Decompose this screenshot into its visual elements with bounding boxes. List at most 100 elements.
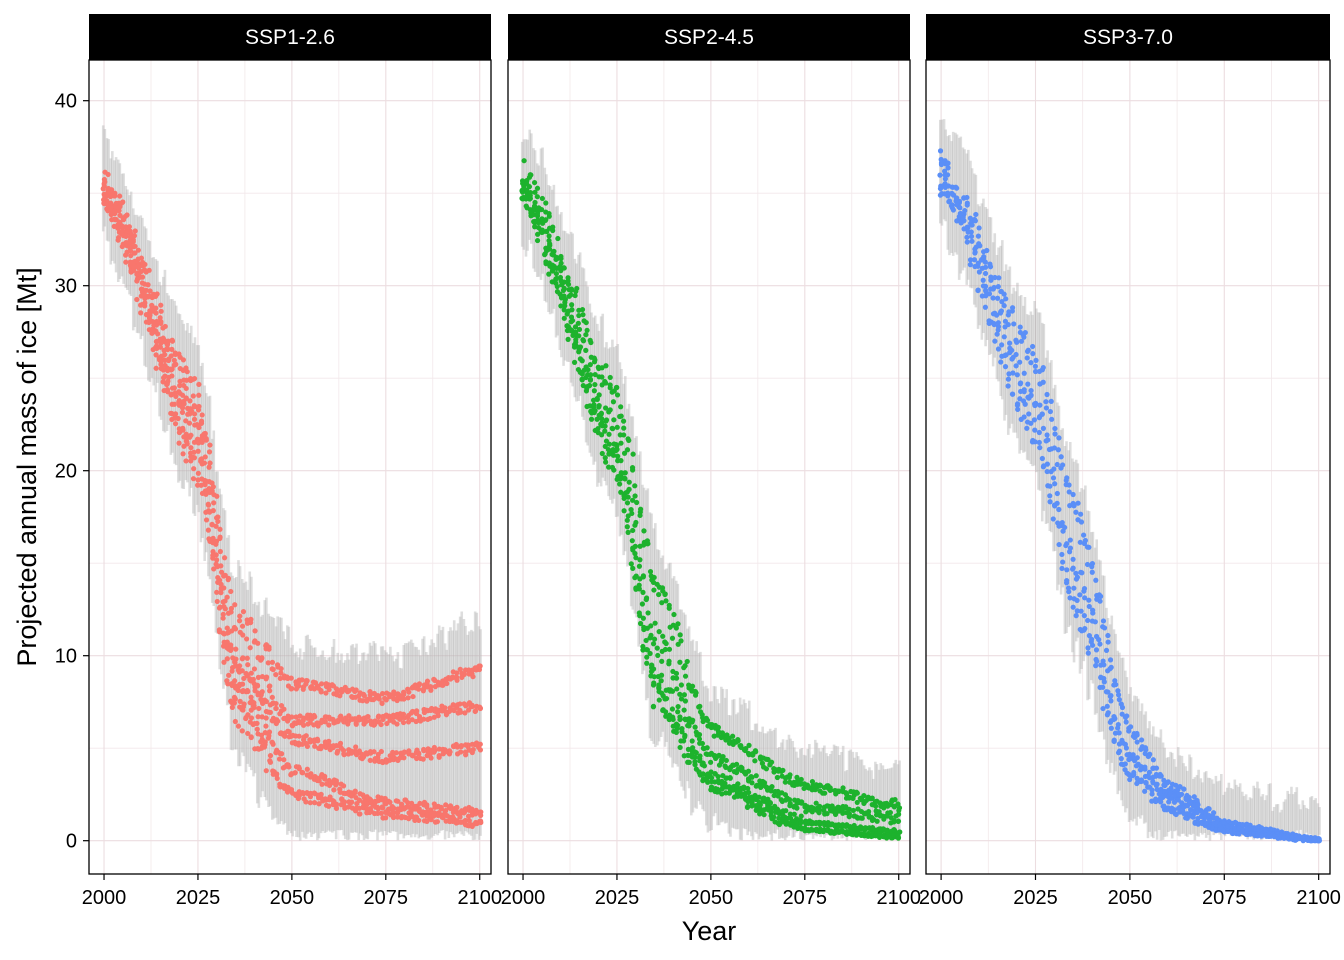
data-point xyxy=(119,231,125,237)
data-point xyxy=(1143,780,1149,786)
data-point xyxy=(969,238,975,244)
data-point xyxy=(644,654,650,660)
data-point xyxy=(673,670,680,677)
data-point xyxy=(607,374,613,381)
data-point xyxy=(570,332,576,339)
data-point xyxy=(224,594,230,600)
data-point xyxy=(237,681,243,687)
data-point xyxy=(1048,398,1054,404)
data-point xyxy=(1142,745,1149,751)
data-point xyxy=(322,719,328,725)
data-point xyxy=(224,625,230,631)
data-point xyxy=(571,344,578,350)
data-point xyxy=(962,208,968,214)
data-point xyxy=(428,755,434,761)
data-point xyxy=(1026,411,1032,417)
data-point xyxy=(748,773,754,780)
data-point xyxy=(354,801,360,807)
data-point xyxy=(938,161,945,168)
data-point xyxy=(217,548,223,555)
data-point xyxy=(662,591,668,597)
data-point xyxy=(708,784,715,790)
data-point xyxy=(883,800,890,806)
data-point xyxy=(1111,713,1117,720)
data-point xyxy=(235,723,242,729)
data-point xyxy=(105,208,111,214)
data-point xyxy=(231,694,238,700)
x-tick-label: 2100 xyxy=(457,887,502,909)
data-point xyxy=(708,769,714,775)
data-point xyxy=(228,605,234,612)
data-point xyxy=(895,801,901,807)
data-point xyxy=(528,172,534,178)
data-point xyxy=(177,378,183,384)
data-point xyxy=(1112,730,1119,736)
data-point xyxy=(149,304,155,310)
data-point xyxy=(237,613,243,619)
data-point xyxy=(134,278,140,284)
data-point xyxy=(605,446,612,453)
data-point xyxy=(610,399,617,405)
data-point xyxy=(1078,608,1084,614)
data-point xyxy=(967,261,973,268)
data-point xyxy=(391,691,397,697)
data-point xyxy=(719,757,725,763)
data-point xyxy=(232,602,238,608)
data-point xyxy=(340,783,347,789)
data-point xyxy=(576,326,583,333)
data-point xyxy=(681,665,687,671)
data-point xyxy=(239,707,245,713)
data-point xyxy=(214,598,220,605)
data-point xyxy=(1077,539,1083,545)
data-point xyxy=(746,789,752,796)
data-point xyxy=(799,799,805,805)
data-point xyxy=(1046,446,1053,453)
data-point xyxy=(363,750,369,756)
data-point xyxy=(387,806,393,812)
data-point xyxy=(405,686,411,692)
data-point xyxy=(602,428,608,434)
data-point xyxy=(401,814,407,820)
data-point xyxy=(232,678,238,684)
data-point xyxy=(465,742,471,748)
data-point xyxy=(406,748,412,754)
data-point xyxy=(987,261,993,267)
data-point xyxy=(335,748,341,754)
data-point xyxy=(265,735,272,741)
data-point xyxy=(211,492,217,498)
data-point xyxy=(671,611,677,618)
data-point xyxy=(891,827,897,833)
data-point xyxy=(454,804,460,810)
data-point xyxy=(269,718,275,724)
data-point xyxy=(967,215,973,221)
data-point xyxy=(307,800,313,806)
data-point xyxy=(101,201,108,207)
data-point xyxy=(265,660,271,666)
data-point xyxy=(624,500,631,506)
data-point xyxy=(436,754,442,760)
data-point xyxy=(187,398,193,404)
data-point xyxy=(558,295,565,301)
data-point xyxy=(412,806,418,812)
data-point xyxy=(1108,693,1114,699)
x-tick-label: 2075 xyxy=(364,887,409,909)
data-point xyxy=(273,772,280,778)
data-point xyxy=(749,801,755,807)
x-tick-label: 2000 xyxy=(501,887,546,909)
data-point xyxy=(1017,396,1023,402)
data-point xyxy=(575,320,581,326)
data-point xyxy=(232,626,239,632)
data-point xyxy=(375,755,381,761)
data-point xyxy=(367,805,374,812)
data-point xyxy=(964,234,970,240)
y-tick-label: 0 xyxy=(66,831,77,853)
x-tick-label: 2075 xyxy=(783,887,828,909)
data-point xyxy=(846,795,852,801)
data-point xyxy=(378,748,384,755)
data-point xyxy=(353,744,359,750)
data-point xyxy=(1010,370,1016,376)
data-point xyxy=(719,791,725,797)
data-point xyxy=(1078,519,1085,525)
data-point xyxy=(431,676,437,682)
data-point xyxy=(319,781,325,787)
